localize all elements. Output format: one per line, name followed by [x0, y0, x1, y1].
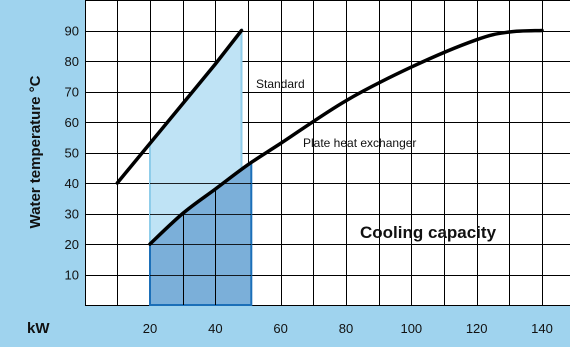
- standard-curve: [115, 28, 244, 185]
- y-tick-label: 50: [65, 146, 79, 161]
- x-tick-label: 20: [143, 321, 157, 336]
- y-tick-label: 90: [65, 24, 79, 39]
- y-tick-label: 70: [65, 85, 79, 100]
- x-tick-label: 120: [466, 321, 488, 336]
- x-tick-label: 60: [273, 321, 287, 336]
- y-axis-title: Water temperature °C: [27, 75, 44, 228]
- y-tick-label: 80: [65, 54, 79, 69]
- y-tick-label: 30: [65, 207, 79, 222]
- x-axis-panel: [0, 305, 570, 347]
- standard-curve-label: Standard: [256, 77, 305, 91]
- x-axis-title: kW: [27, 320, 50, 337]
- x-tick-label: 100: [400, 321, 422, 336]
- x-tick-label: 80: [339, 321, 353, 336]
- y-tick-label: 10: [65, 268, 79, 283]
- x-tick-label: 140: [531, 321, 553, 336]
- x-tick-label: 40: [208, 321, 222, 336]
- cooling-capacity-annotation: Cooling capacity: [360, 223, 497, 242]
- y-tick-label: 40: [65, 176, 79, 191]
- plate-heat-exchanger-label: Plate heat exchanger: [303, 136, 416, 150]
- y-tick-label: 60: [65, 115, 79, 130]
- plate-heat-exchanger-curve: [148, 28, 544, 246]
- y-axis-panel: [0, 0, 85, 347]
- y-tick-label: 20: [65, 237, 79, 252]
